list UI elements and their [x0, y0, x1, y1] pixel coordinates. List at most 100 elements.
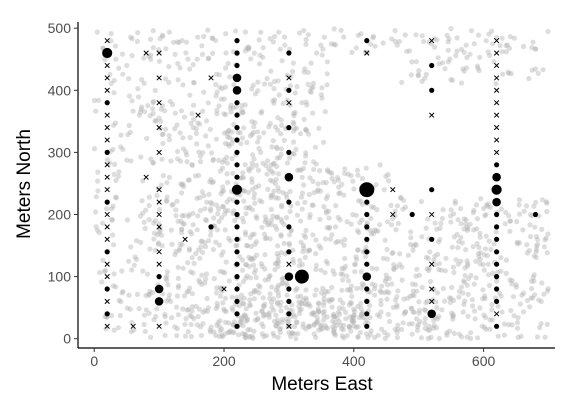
background-point: [516, 197, 523, 203]
background-point: [367, 41, 374, 47]
background-point: [393, 264, 400, 270]
background-point: [184, 307, 190, 313]
background-point: [391, 266, 397, 272]
background-point: [397, 261, 403, 267]
background-point: [205, 56, 211, 62]
background-point: [264, 158, 271, 164]
x-marker-point: [429, 37, 435, 44]
background-point: [359, 217, 365, 223]
background-point: [270, 98, 276, 104]
background-point: [372, 292, 378, 298]
background-point: [437, 225, 443, 231]
background-point: [534, 334, 541, 340]
background-point: [262, 301, 268, 307]
background-point: [277, 155, 283, 161]
background-point: [156, 230, 162, 236]
background-point: [291, 128, 297, 134]
background-point: [271, 333, 277, 339]
background-point: [97, 269, 103, 276]
background-point: [247, 204, 253, 210]
background-point: [142, 328, 148, 335]
background-point: [95, 188, 101, 194]
background-point: [141, 312, 148, 318]
background-point: [249, 179, 255, 185]
background-point: [524, 297, 531, 304]
background-point: [257, 197, 263, 204]
background-point: [539, 197, 546, 203]
background-point: [392, 208, 398, 214]
data-point: [286, 199, 292, 205]
background-point: [225, 134, 231, 140]
background-point: [180, 306, 186, 312]
data-point: [284, 172, 294, 182]
data-point: [286, 311, 292, 317]
background-point: [197, 279, 203, 285]
background-point: [527, 222, 533, 228]
background-point: [305, 81, 311, 87]
x-tick-label: 200: [212, 353, 236, 369]
background-point: [302, 199, 308, 205]
background-point: [277, 303, 283, 309]
background-point: [319, 85, 325, 91]
background-point: [180, 135, 186, 141]
background-point: [102, 267, 109, 273]
x-marker-point: [221, 286, 227, 292]
background-point: [189, 255, 195, 261]
background-point: [533, 249, 539, 255]
background-point: [448, 213, 454, 219]
background-point: [454, 35, 460, 41]
background-point: [291, 139, 297, 145]
background-point: [249, 131, 255, 137]
background-point: [124, 62, 130, 69]
background-point: [191, 116, 197, 122]
background-point: [347, 314, 353, 320]
background-point: [264, 75, 270, 82]
background-point: [242, 162, 248, 168]
background-point: [110, 122, 117, 128]
background-point: [209, 150, 215, 156]
background-point: [227, 238, 233, 244]
background-point: [129, 53, 135, 59]
background-point: [278, 249, 284, 256]
background-point: [487, 326, 493, 332]
background-point: [545, 286, 551, 292]
background-point: [478, 196, 484, 202]
background-point: [190, 124, 196, 131]
background-point: [214, 107, 220, 113]
background-point: [355, 303, 361, 310]
background-point: [164, 198, 170, 204]
background-point: [450, 313, 456, 319]
background-point: [153, 313, 159, 319]
background-point: [291, 110, 297, 116]
background-point: [198, 332, 204, 339]
background-point: [416, 307, 423, 313]
background-point: [226, 127, 232, 134]
background-point: [486, 31, 492, 37]
background-point: [230, 137, 236, 143]
data-point: [429, 62, 435, 69]
background-point: [244, 139, 250, 146]
background-point: [321, 308, 328, 314]
background-point: [538, 298, 544, 305]
background-point: [342, 263, 349, 269]
x-marker-point: [493, 37, 500, 44]
background-point: [302, 301, 308, 307]
background-point: [292, 287, 299, 293]
background-point: [238, 292, 245, 298]
background-point: [361, 282, 367, 288]
background-point: [210, 179, 216, 185]
background-point: [340, 300, 346, 306]
background-point: [337, 311, 343, 317]
background-point: [344, 333, 350, 339]
background-point: [147, 246, 153, 252]
background-point: [270, 296, 277, 302]
background-point: [532, 46, 539, 52]
background-point: [464, 224, 470, 230]
background-point: [417, 318, 423, 325]
background-point: [314, 50, 320, 56]
data-point: [364, 311, 370, 317]
background-point: [136, 112, 142, 118]
background-point: [245, 44, 252, 50]
background-point: [308, 311, 315, 317]
background-point: [340, 277, 346, 283]
